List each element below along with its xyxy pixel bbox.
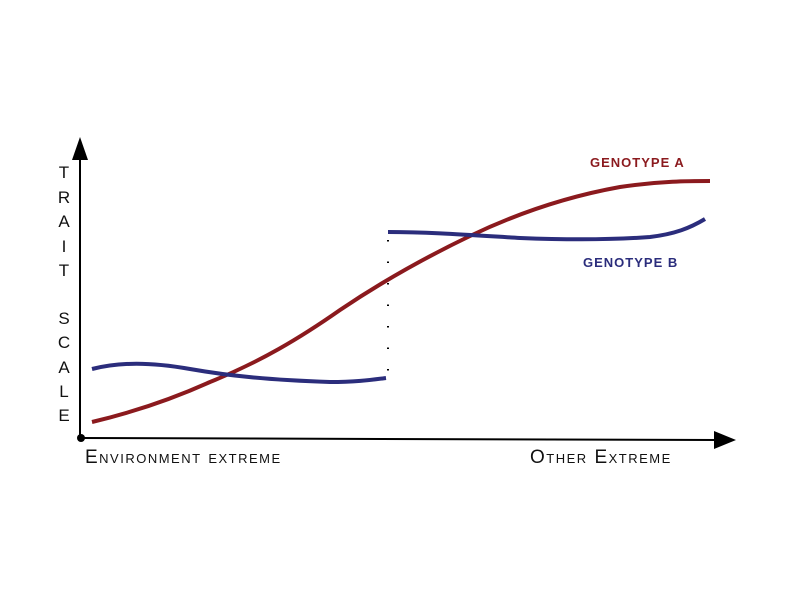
x-axis xyxy=(77,431,736,449)
y-axis-letter: R xyxy=(57,188,71,207)
y-axis-letter: T xyxy=(58,261,70,280)
y-axis-letter: S xyxy=(58,309,70,328)
genotype-a-label: GENOTYPE A xyxy=(590,155,685,170)
y-axis-letter: I xyxy=(61,237,67,256)
x-axis-arrow-icon xyxy=(714,431,736,449)
y-axis-letter: L xyxy=(59,382,69,401)
y-axis xyxy=(72,137,88,440)
genotype-b-curve-left xyxy=(91,361,387,385)
y-axis-letter: C xyxy=(57,333,71,352)
y-axis-letter: A xyxy=(58,358,70,377)
genotype-b-label: GENOTYPE B xyxy=(583,255,679,270)
x-axis-left-label: Environment extreme xyxy=(85,447,282,468)
y-axis-letter: T xyxy=(58,163,70,182)
genotype-a-curve xyxy=(91,179,711,424)
origin-dot xyxy=(77,434,85,442)
genotype-b-curve-right xyxy=(387,217,707,242)
x-axis-right-label: Other Extreme xyxy=(530,447,672,468)
y-axis-arrow-icon xyxy=(72,137,88,160)
y-axis-letter: A xyxy=(58,212,70,231)
y-axis-letter: E xyxy=(58,406,70,425)
